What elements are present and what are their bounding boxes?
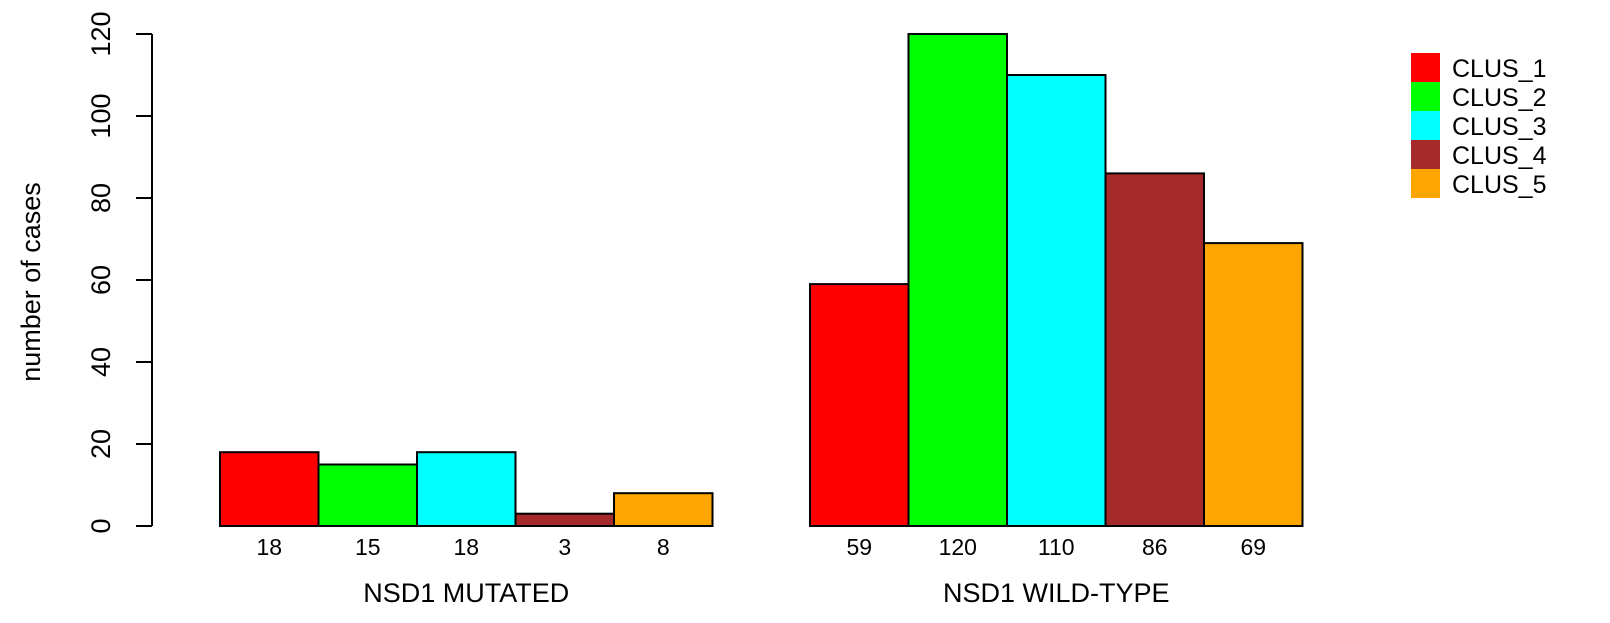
legend-swatch	[1411, 169, 1440, 198]
bar-0-clus_2	[319, 465, 418, 527]
bar-1-clus_5	[1204, 243, 1303, 526]
group-label: NSD1 MUTATED	[363, 578, 569, 608]
y-tick-label: 80	[86, 183, 116, 213]
legend-label: CLUS_4	[1452, 142, 1547, 170]
bar-value-label: 59	[846, 534, 872, 560]
y-tick-label: 20	[86, 429, 116, 459]
legend-swatch	[1411, 53, 1440, 82]
bar-value-label: 120	[939, 534, 977, 560]
bar-value-label: 3	[558, 534, 571, 560]
legend-swatch	[1411, 111, 1440, 140]
y-axis: 0 20 40 60 80 100 120	[86, 11, 152, 533]
bars	[220, 34, 1303, 526]
legend-swatch	[1411, 82, 1440, 111]
bar-1-clus_2	[909, 34, 1008, 526]
legend-label: CLUS_3	[1452, 113, 1547, 141]
bar-value-label: 18	[256, 534, 282, 560]
bar-0-clus_3	[417, 452, 516, 526]
group-label: NSD1 WILD-TYPE	[943, 578, 1170, 608]
value-labels: 18 15 18 3 8 59 120 110 86 69	[256, 534, 1266, 560]
y-tick-label: 40	[86, 347, 116, 377]
y-axis-title: number of cases	[16, 182, 46, 382]
bar-value-label: 8	[657, 534, 670, 560]
y-tick-label: 100	[86, 93, 116, 138]
bar-value-label: 18	[453, 534, 479, 560]
legend-label: CLUS_5	[1452, 171, 1547, 199]
bar-value-label: 110	[1038, 534, 1075, 560]
bar-0-clus_5	[614, 493, 713, 526]
y-tick-label: 60	[86, 265, 116, 295]
bar-1-clus_3	[1007, 75, 1106, 526]
group-labels: NSD1 MUTATED NSD1 WILD-TYPE	[363, 578, 1169, 608]
bar-1-clus_1	[810, 284, 909, 526]
legend-swatch	[1411, 140, 1440, 169]
legend-label: CLUS_1	[1452, 55, 1547, 83]
bar-0-clus_1	[220, 452, 319, 526]
bar-1-clus_4	[1106, 173, 1205, 526]
legend-label: CLUS_2	[1452, 84, 1547, 112]
bar-0-clus_4	[516, 514, 615, 526]
y-tick-label: 0	[86, 518, 116, 533]
bar-value-label: 15	[355, 534, 381, 560]
bar-value-label: 86	[1142, 534, 1168, 560]
y-tick-label: 120	[86, 11, 116, 56]
bar-value-label: 69	[1240, 534, 1266, 560]
